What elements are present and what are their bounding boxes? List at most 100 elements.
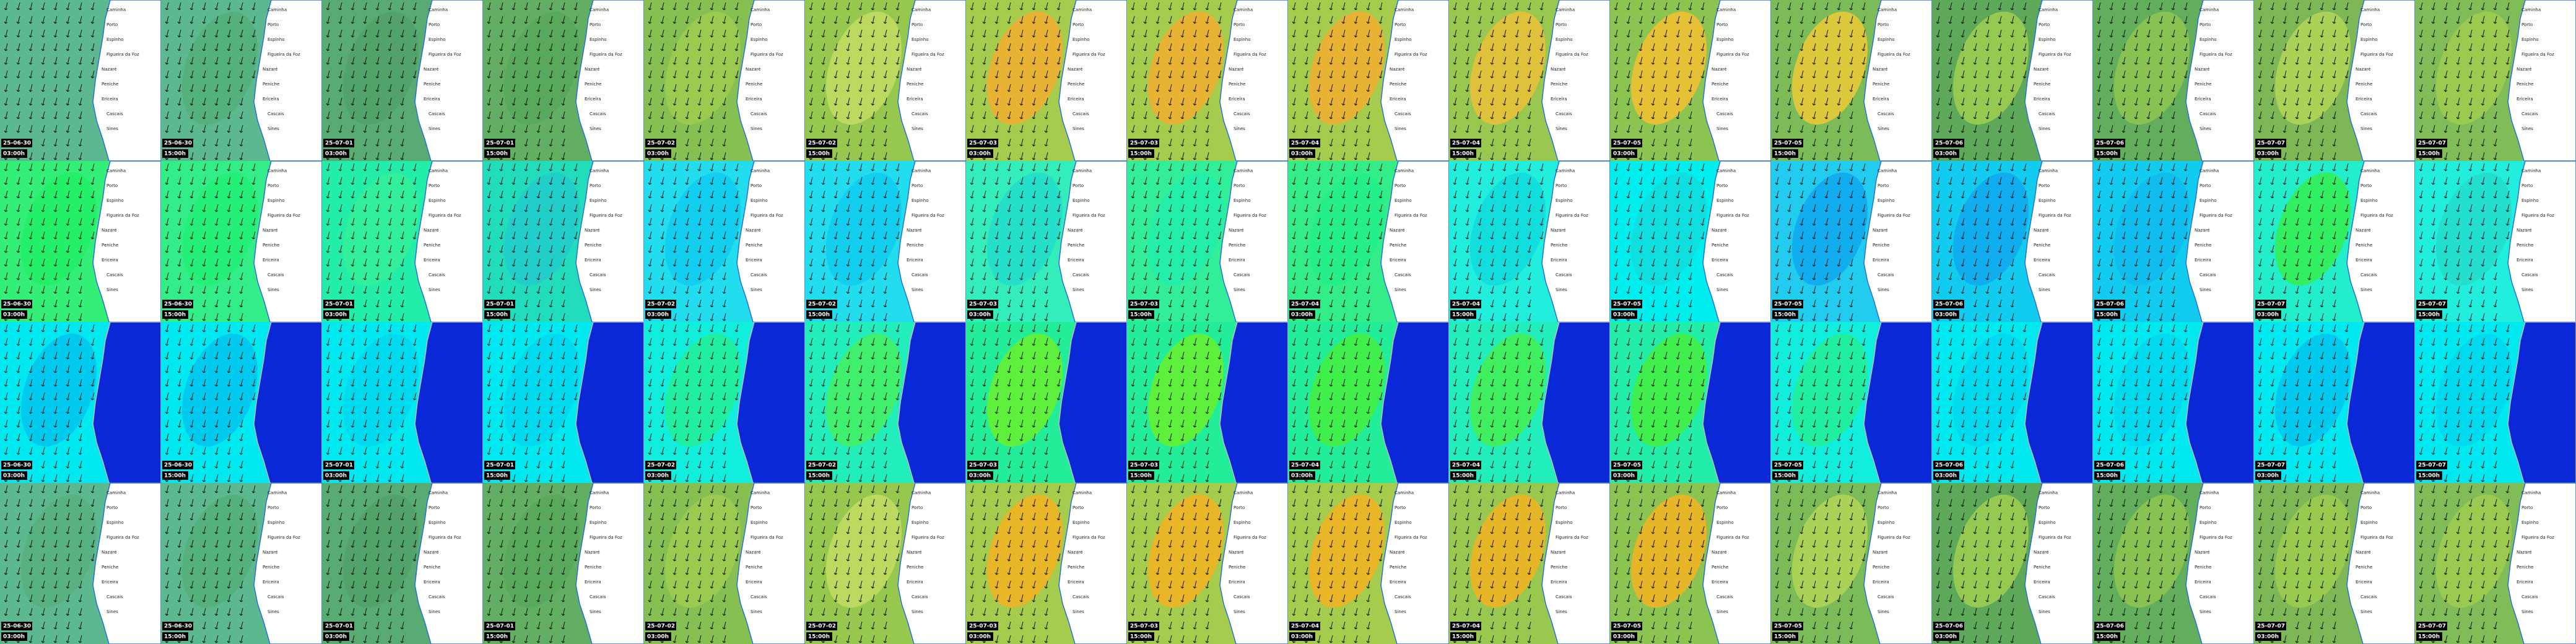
wind-field: [1469, 11, 1546, 125]
wind-arrow: [1490, 43, 1494, 51]
place-label: Caminha: [590, 168, 609, 173]
wind-arrow: [1515, 2, 1519, 11]
wind-arrow: [388, 15, 392, 24]
wind-arrow: [4, 56, 8, 65]
time-label: 15:00h: [164, 473, 186, 479]
wind-arrow: [524, 70, 528, 79]
wind-arrow: [4, 2, 8, 11]
wind-arrow: [1316, 70, 1321, 79]
place-label: Ericeira: [2356, 258, 2372, 263]
wind-arrow: [350, 43, 355, 51]
place-label: Ericeira: [424, 97, 440, 102]
wind-arrow: [858, 97, 863, 106]
wind-arrow: [412, 70, 417, 79]
wind-arrow: [846, 138, 850, 147]
wind-arrow: [846, 152, 850, 160]
date-label: 25-06-30: [3, 141, 31, 147]
place-label: Nazaré: [1390, 228, 1405, 233]
place-label: Caminha: [1395, 7, 1414, 12]
wind-arrow: [1143, 111, 1147, 120]
wind-arrow: [846, 84, 850, 92]
wind-arrow: [1155, 29, 1160, 38]
place-label: Peniche: [907, 243, 923, 248]
wind-arrow: [53, 152, 58, 160]
wind-arrow: [1143, 84, 1147, 92]
wind-arrow: [189, 124, 194, 133]
wind-arrow: [28, 124, 33, 133]
wind-arrow: [982, 43, 986, 51]
wind-arrow: [189, 152, 194, 160]
wind-arrow: [1329, 111, 1333, 120]
wind-field: [825, 11, 902, 125]
wind-arrow: [1378, 70, 1383, 79]
place-label: Cascais: [912, 272, 928, 277]
place-label: Nazaré: [2195, 228, 2210, 233]
date-label: 25-07-01: [486, 463, 514, 469]
wind-arrow: [53, 29, 58, 38]
time-label: 15:00h: [1774, 473, 1796, 479]
wind-arrow: [1465, 97, 1469, 106]
place-label: Espinho: [751, 198, 768, 203]
place-label: Espinho: [429, 37, 446, 42]
wind-arrow: [648, 70, 652, 79]
wind-arrow: [1502, 138, 1507, 147]
wind-arrow: [1193, 152, 1197, 160]
wind-arrow: [1180, 2, 1185, 11]
wind-arrow: [1180, 29, 1185, 38]
wind-arrow: [165, 84, 169, 92]
wind-arrow: [833, 111, 838, 120]
wind-arrow: [846, 15, 850, 24]
place-label: Cascais: [2522, 272, 2538, 277]
wind-arrow: [1453, 70, 1457, 79]
wind-arrow: [511, 152, 516, 160]
wind-arrow: [487, 2, 491, 11]
place-label: Ericeira: [2195, 97, 2211, 102]
wind-arrow: [177, 56, 181, 65]
wind-arrow: [1366, 15, 1370, 24]
place-label: Cascais: [2039, 272, 2055, 277]
wind-arrow: [1453, 43, 1457, 51]
wind-arrow: [1056, 29, 1061, 38]
wind-arrow: [214, 152, 219, 160]
wind-arrow: [388, 124, 392, 133]
place-label: Espinho: [2200, 198, 2217, 203]
place-label: Porto: [1878, 22, 1889, 27]
wind-arrow: [549, 29, 553, 38]
wind-arrow: [388, 111, 392, 120]
date-label: 25-07-05: [1774, 302, 1802, 308]
wind-arrow: [1329, 43, 1333, 51]
wind-arrow: [177, 43, 181, 51]
wind-arrow: [858, 111, 863, 120]
wind-arrow: [53, 111, 58, 120]
wind-arrow: [1316, 152, 1321, 160]
wind-arrow: [858, 56, 863, 65]
place-label: Porto: [1556, 22, 1567, 27]
wind-arrow: [994, 84, 999, 92]
wind-arrow: [16, 97, 20, 106]
wind-arrow: [536, 152, 541, 160]
wind-arrow: [28, 56, 33, 65]
date-label: 25-06-30: [164, 463, 192, 469]
wind-arrow: [1019, 2, 1024, 11]
place-label: Cascais: [268, 111, 284, 116]
wind-arrow: [1304, 111, 1308, 120]
wind-arrow: [1490, 97, 1494, 106]
place-label: Nazaré: [102, 228, 117, 233]
wind-arrow: [239, 97, 243, 106]
wind-arrow: [1477, 43, 1482, 51]
wind-arrow: [710, 70, 714, 79]
wind-arrow: [1155, 2, 1160, 11]
wind-arrow: [871, 56, 875, 65]
wind-arrow: [338, 97, 342, 106]
place-label: Sines: [2522, 126, 2533, 131]
wind-arrow: [227, 29, 231, 38]
date-box: [162, 139, 193, 147]
time-label: 15:00h: [1130, 312, 1152, 318]
wind-arrow: [561, 124, 565, 133]
place-label: Cascais: [429, 111, 445, 116]
wind-arrow: [1143, 124, 1147, 133]
wind-arrow: [883, 138, 887, 147]
